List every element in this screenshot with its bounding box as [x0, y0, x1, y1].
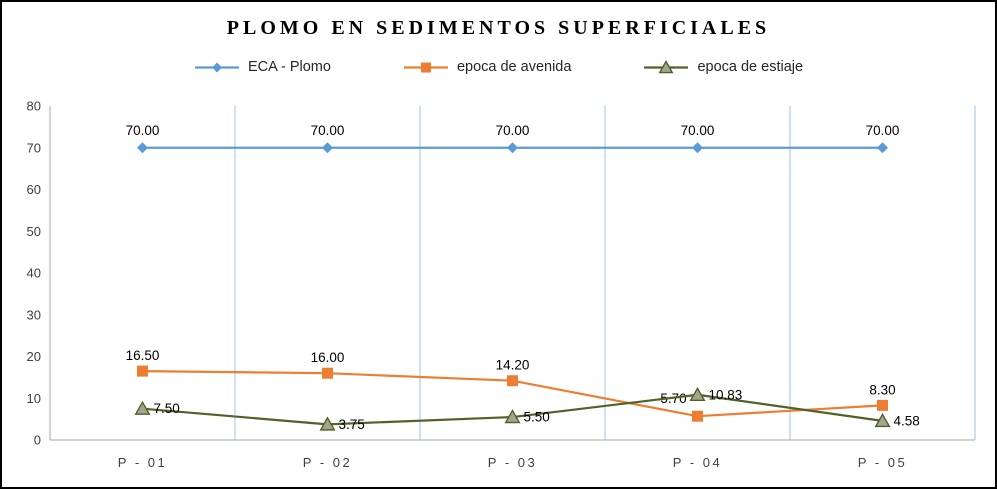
diamond-marker-icon: [692, 142, 703, 154]
legend-line-diamond-icon: [194, 60, 240, 75]
square-marker-icon: [137, 365, 148, 377]
chart-title: PLOMO EN SEDIMENTOS SUPERFICIALES: [226, 17, 771, 39]
square-marker-icon: [507, 375, 518, 387]
series-eca-plomo: 70.00 70.00 70.00 70.00 70.00: [126, 123, 900, 154]
legend-label: epoca de avenida: [456, 59, 572, 75]
legend-line-square-icon: [403, 60, 449, 75]
svg-text:P - 05: P - 05: [858, 455, 907, 470]
svg-text:30: 30: [27, 307, 41, 322]
diamond-marker-icon: [137, 142, 148, 154]
data-label: 70.00: [311, 123, 345, 138]
diamond-marker-icon: [507, 142, 518, 154]
svg-text:50: 50: [27, 224, 41, 239]
triangle-marker-icon: [874, 412, 891, 428]
data-label: 70.00: [126, 123, 160, 138]
data-label: 14.20: [496, 358, 530, 373]
data-label: 16.50: [126, 348, 160, 363]
diamond-marker-icon: [211, 62, 222, 72]
data-label: 10.83: [709, 387, 743, 402]
svg-text:P - 04: P - 04: [673, 455, 722, 470]
triangle-marker-icon: [504, 409, 521, 424]
svg-text:0: 0: [34, 433, 41, 448]
square-marker-icon: [877, 399, 888, 411]
data-label: 70.00: [866, 123, 900, 138]
data-label: 70.00: [496, 123, 530, 138]
data-label: 3.75: [339, 417, 365, 432]
triangle-marker-icon: [319, 416, 336, 431]
svg-text:80: 80: [27, 99, 41, 114]
legend-item-eca-plomo: ECA - Plomo: [194, 59, 331, 75]
svg-text:P - 03: P - 03: [488, 455, 537, 470]
legend-item-epoca-de-estiaje: epoca de estiaje: [643, 59, 803, 75]
data-label: 5.50: [524, 410, 550, 425]
y-axis-tick-labels: 0 10 20 30 40 50 60 70 80: [27, 99, 41, 448]
chart-legend: ECA - Plomo epoca de avenida epoca de es…: [2, 56, 995, 78]
svg-text:70: 70: [27, 140, 41, 155]
legend-line-triangle-icon: [643, 59, 689, 75]
data-label: 70.00: [681, 123, 715, 138]
square-marker-icon: [420, 62, 431, 72]
svg-text:20: 20: [27, 349, 41, 364]
x-axis-category-labels: P - 01 P - 02 P - 03 P - 04 P - 05: [118, 455, 907, 470]
data-label: 16.00: [311, 350, 345, 365]
series-epoca-de-estiaje: 7.50 3.75 5.50 10.83 4.58: [134, 386, 920, 432]
diamond-marker-icon: [322, 142, 333, 154]
svg-text:P - 02: P - 02: [303, 455, 352, 470]
square-marker-icon: [692, 410, 703, 422]
triangle-marker-icon: [134, 400, 151, 415]
data-label: 7.50: [154, 401, 180, 416]
diamond-marker-icon: [877, 142, 888, 154]
svg-text:60: 60: [27, 182, 41, 197]
legend-label: ECA - Plomo: [247, 59, 331, 75]
vertical-gridlines: [234, 106, 976, 440]
data-label: 4.58: [894, 413, 920, 428]
svg-text:10: 10: [27, 391, 41, 406]
legend-item-epoca-de-avenida: epoca de avenida: [403, 59, 572, 75]
svg-text:40: 40: [27, 266, 41, 281]
square-marker-icon: [322, 367, 333, 379]
axes: [49, 106, 975, 441]
legend-label: epoca de estiaje: [697, 59, 804, 75]
svg-text:P - 01: P - 01: [118, 455, 167, 470]
data-label: 8.30: [869, 382, 895, 397]
triangle-marker-icon: [689, 386, 706, 402]
triangle-marker-icon: [658, 59, 674, 73]
